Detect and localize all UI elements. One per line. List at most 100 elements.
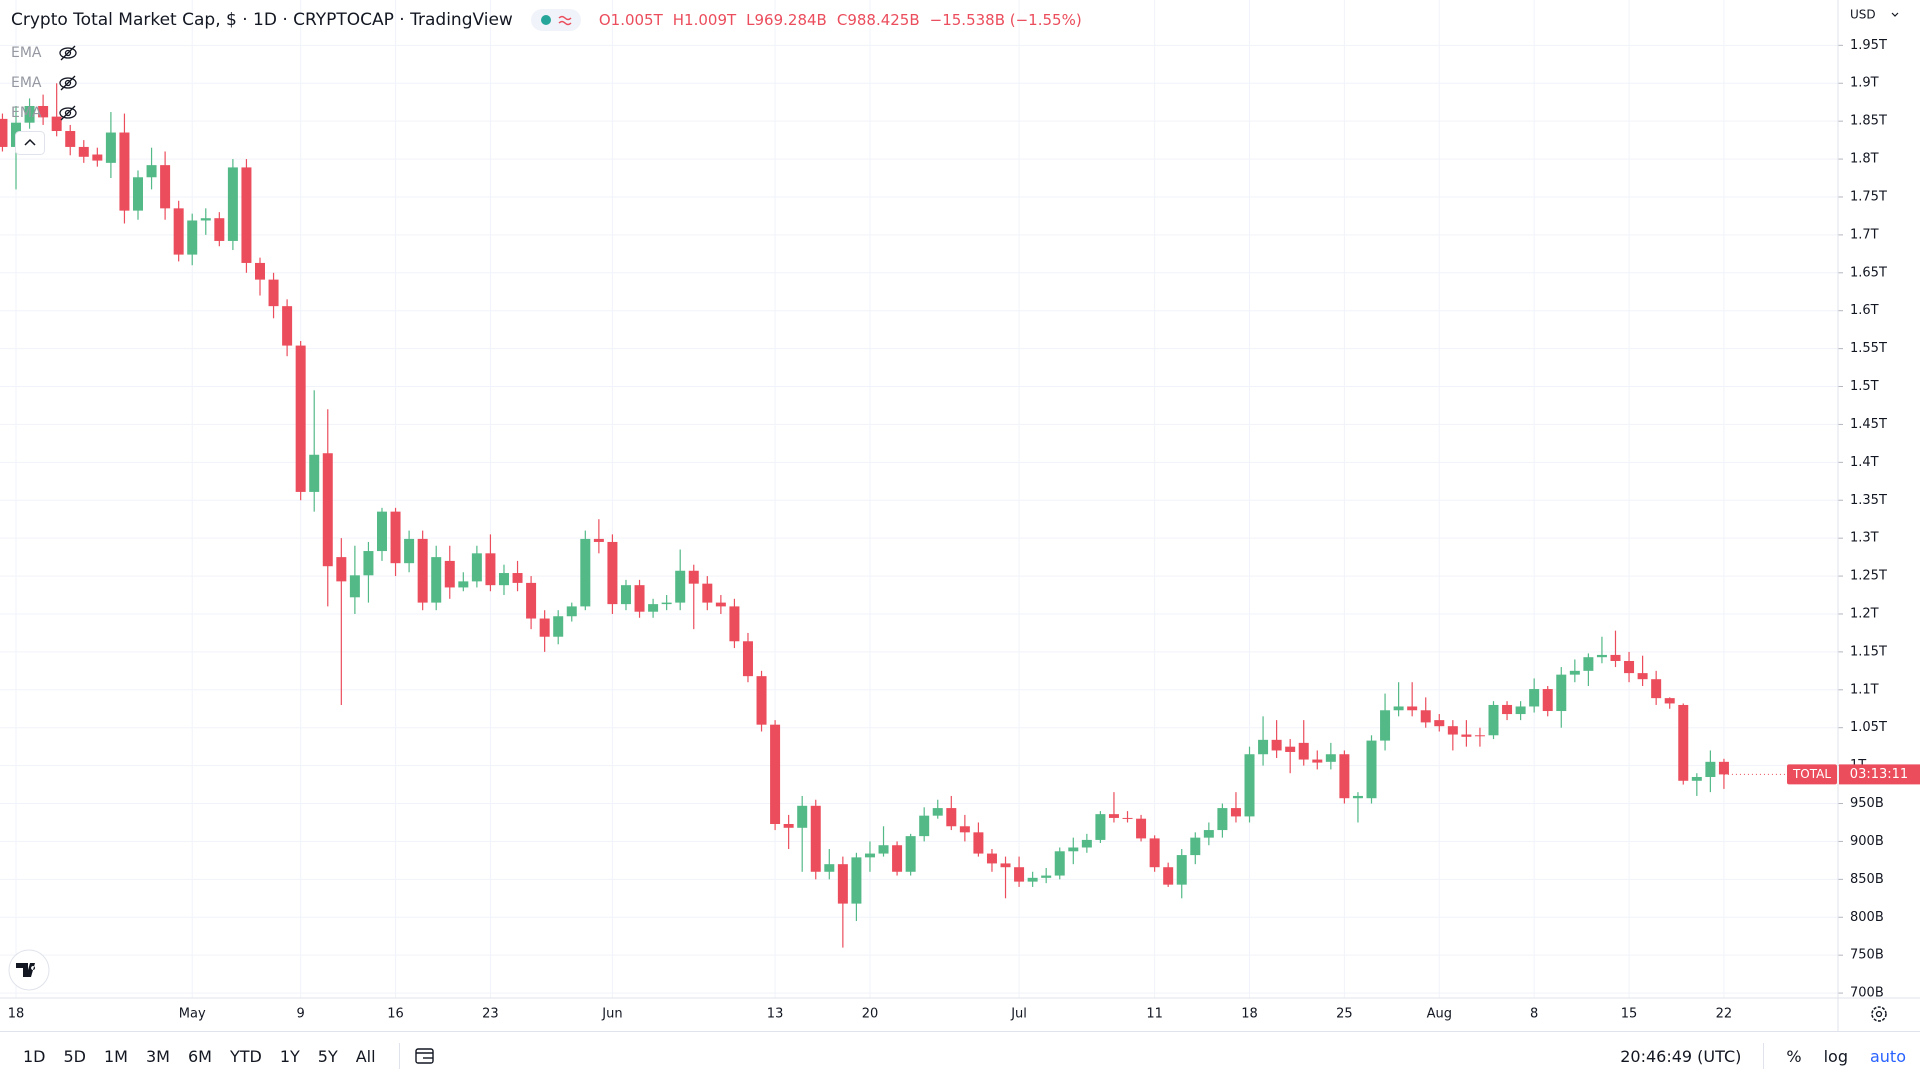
clock[interactable]: 20:46:49 (UTC) <box>1620 1046 1742 1066</box>
y-tick-label: 1.1T <box>1850 682 1879 697</box>
candle-body <box>1271 739 1282 751</box>
y-tick-label: 1.9T <box>1850 76 1879 91</box>
candle-body <box>458 581 469 588</box>
indicator-row[interactable]: EMA <box>11 68 78 98</box>
x-tick-label: 9 <box>297 1007 305 1022</box>
range-button[interactable]: All <box>355 1046 376 1066</box>
candle-body <box>580 538 591 607</box>
hidden-eye-icon[interactable] <box>58 45 78 61</box>
candle-body <box>471 553 482 582</box>
y-tick-label: 1.65T <box>1850 265 1887 280</box>
candle-body <box>336 557 347 582</box>
candle-body <box>553 616 564 637</box>
x-tick-label: 20 <box>862 1007 879 1022</box>
x-tick-label: Jul <box>1010 1007 1027 1022</box>
candle-body <box>919 815 930 837</box>
candle-body <box>241 167 252 263</box>
candle-body <box>1380 710 1391 741</box>
collapse-icon <box>15 131 45 155</box>
candle-body <box>783 823 794 828</box>
currency-label: USD <box>1850 8 1876 22</box>
candle-body <box>526 582 537 619</box>
candle-body <box>1027 877 1038 882</box>
percent-toggle[interactable]: % <box>1786 1046 1802 1066</box>
range-button[interactable]: 1D <box>23 1046 46 1066</box>
candle-body <box>878 845 889 854</box>
candle-body <box>905 836 916 872</box>
candle-body <box>24 105 35 123</box>
range-button[interactable]: 1Y <box>279 1046 300 1066</box>
candle-body <box>1461 734 1472 737</box>
candle-body <box>38 105 49 118</box>
y-tick-label: 850B <box>1850 872 1884 887</box>
candle-body <box>864 853 875 858</box>
ohlc-close: C988.425B <box>836 11 920 29</box>
y-tick-label: 1.5T <box>1850 379 1879 394</box>
candle-body <box>431 557 442 603</box>
settings-hub <box>1875 1010 1883 1018</box>
candle-body <box>1298 742 1309 760</box>
candle-body <box>254 262 265 280</box>
candle-body <box>282 306 293 346</box>
candle-body <box>661 602 672 605</box>
candle-body <box>1108 814 1119 818</box>
settings-button[interactable] <box>1871 1006 1887 1022</box>
range-button[interactable]: 5Y <box>317 1046 338 1066</box>
candle-body <box>444 560 455 588</box>
candle-body <box>1068 847 1079 852</box>
candle-body <box>1366 740 1377 799</box>
indicator-row[interactable]: EMA <box>11 98 78 128</box>
x-tick-label: 22 <box>1716 1007 1733 1022</box>
y-tick-label: 1.75T <box>1850 189 1887 204</box>
candle-body <box>51 116 62 132</box>
x-tick-label: Jun <box>601 1007 622 1022</box>
range-button[interactable]: 6M <box>187 1046 212 1066</box>
bottom-toolbar: 1D 5D 1M 3M 6M YTD 1Y 5Y All 20:46:49 (U… <box>0 1031 1920 1080</box>
candle-body <box>512 573 523 583</box>
candle-body <box>1014 867 1025 882</box>
status-pill[interactable] <box>530 9 581 31</box>
candle-body <box>146 165 157 178</box>
candle-body <box>620 585 631 605</box>
candle-body <box>1447 726 1458 735</box>
candle-body <box>770 724 781 824</box>
candle-body <box>1420 710 1431 723</box>
candle-body <box>1407 706 1418 711</box>
hidden-eye-icon[interactable] <box>58 75 78 91</box>
indicator-row[interactable]: EMA <box>11 38 78 68</box>
candle-body <box>810 805 821 872</box>
candle-body <box>65 131 76 147</box>
tradingview-logo[interactable] <box>8 949 50 991</box>
ohlc-open: O1.005T <box>598 11 663 29</box>
hidden-eye-icon[interactable] <box>58 105 78 121</box>
log-toggle[interactable]: log <box>1823 1046 1848 1066</box>
range-button[interactable]: 3M <box>145 1046 170 1066</box>
currency-mask <box>1839 0 1920 26</box>
grid <box>0 0 1838 998</box>
candle-body <box>824 864 835 872</box>
candle-body <box>363 551 374 576</box>
candle-body <box>1217 808 1228 831</box>
candle-body <box>1637 673 1648 680</box>
x-tick-label: 11 <box>1146 1007 1163 1022</box>
auto-toggle[interactable]: auto <box>1869 1046 1906 1066</box>
candle-body <box>1312 759 1323 763</box>
range-button[interactable]: 5D <box>63 1046 87 1066</box>
candle-body <box>349 575 360 598</box>
candle-body <box>268 279 279 307</box>
date-range-icon[interactable] <box>414 1046 436 1066</box>
candle-body <box>539 618 550 637</box>
candle-body <box>1488 704 1499 736</box>
candle-body <box>1474 735 1485 737</box>
range-button[interactable]: 1M <box>104 1046 128 1066</box>
candle-body <box>1596 654 1607 658</box>
chart-header: Crypto Total Market Cap, $ · 1D · CRYPTO… <box>11 9 1082 31</box>
candle-body <box>1529 689 1540 707</box>
range-button[interactable]: YTD <box>229 1046 262 1066</box>
candle-body <box>309 454 320 492</box>
x-tick-label: 16 <box>387 1007 404 1022</box>
x-tick-label: Aug <box>1427 1007 1452 1022</box>
candle-body <box>1122 817 1133 819</box>
x-tick-label: 18 <box>1241 1007 1258 1022</box>
collapse-button[interactable] <box>11 128 78 158</box>
